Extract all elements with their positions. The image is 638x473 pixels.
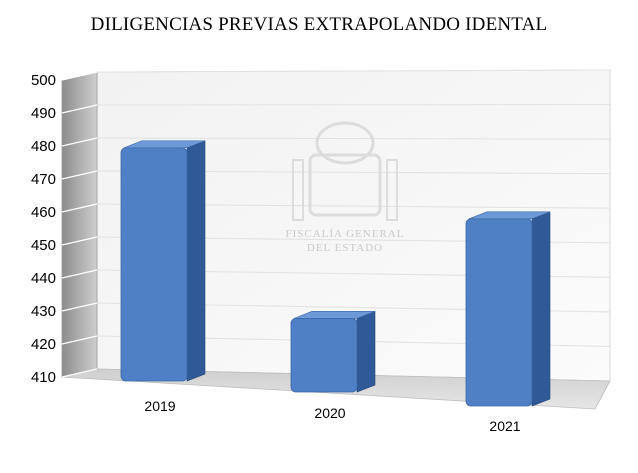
bar-front [465,218,533,407]
x-tick-label: 2019 [144,398,175,414]
y-tick-label: 450 [31,237,56,254]
bar-top [468,211,551,220]
gridline-side [61,71,98,81]
bar-top [293,311,376,319]
bar-top [123,140,206,149]
y-tick-label: 490 [31,105,56,122]
gridline-side [61,170,98,180]
watermark-shield [308,153,382,217]
x-tick-label: 2020 [314,405,345,421]
bar-front [290,317,358,393]
y-tick-label: 480 [31,138,56,155]
y-tick-label: 410 [31,369,56,386]
watermark-line2: DEL ESTADO [307,242,383,254]
watermark: FISCALÍA GENERAL DEL ESTADO [286,121,405,254]
y-tick-label: 420 [31,336,56,353]
gridline-side [61,104,98,114]
bars [120,140,551,407]
bar-front [120,147,188,382]
y-tick-label: 470 [31,171,56,188]
gridline [96,69,611,73]
y-tick-label: 440 [31,270,56,287]
y-axis-ticks: 410 420 430 440 450 460 470 480 490 500 [31,72,56,386]
chart-title: DILIGENCIAS PREVIAS EXTRAPOLANDO IDENTAL [90,14,548,35]
y-tick-label: 500 [31,72,56,89]
bar-side [531,211,551,407]
bar [465,211,551,407]
side-wall [61,71,98,378]
gridline-side [61,236,98,246]
gridline-side [61,203,98,213]
gridline-side [61,335,98,345]
watermark-crown [315,121,375,165]
gridline-side [61,368,98,378]
bar [120,140,206,382]
y-tick-label: 460 [31,204,56,221]
gridline [96,137,611,140]
x-axis-labels: 2019 2020 2021 [144,398,520,434]
gridline-side [61,302,98,312]
watermark-pillar-left [292,159,304,221]
x-tick-label: 2021 [489,418,520,434]
gridline-side [61,269,98,279]
y-tick-label: 430 [31,303,56,320]
watermark-pillar-right [386,159,398,221]
bar-side [186,140,206,382]
watermark-line1: FISCALÍA GENERAL [286,228,405,240]
bar-side [356,310,376,393]
bar [290,310,376,393]
gridline-side [61,137,98,147]
